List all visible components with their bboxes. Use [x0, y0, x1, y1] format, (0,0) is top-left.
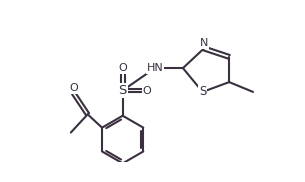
Text: S: S — [118, 84, 127, 97]
Text: O: O — [69, 83, 78, 93]
Text: O: O — [118, 63, 127, 73]
Text: S: S — [199, 85, 206, 98]
Text: N: N — [200, 38, 208, 48]
Text: O: O — [142, 86, 151, 96]
Text: HN: HN — [146, 63, 163, 73]
